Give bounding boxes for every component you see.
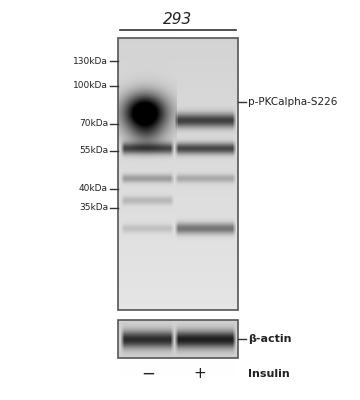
Text: 293: 293 — [163, 12, 193, 28]
Text: 35kDa: 35kDa — [79, 204, 108, 212]
Bar — [118, 38, 238, 310]
Bar — [118, 320, 238, 358]
Text: +: + — [194, 366, 206, 382]
Text: 130kDa: 130kDa — [73, 57, 108, 66]
Text: p-PKCalpha-S226: p-PKCalpha-S226 — [248, 97, 337, 107]
Text: Insulin: Insulin — [248, 369, 290, 379]
Text: 100kDa: 100kDa — [73, 81, 108, 90]
Text: 55kDa: 55kDa — [79, 146, 108, 155]
Text: −: − — [141, 365, 155, 383]
Text: β-actin: β-actin — [248, 334, 292, 344]
Text: 70kDa: 70kDa — [79, 119, 108, 128]
Text: 40kDa: 40kDa — [79, 184, 108, 194]
